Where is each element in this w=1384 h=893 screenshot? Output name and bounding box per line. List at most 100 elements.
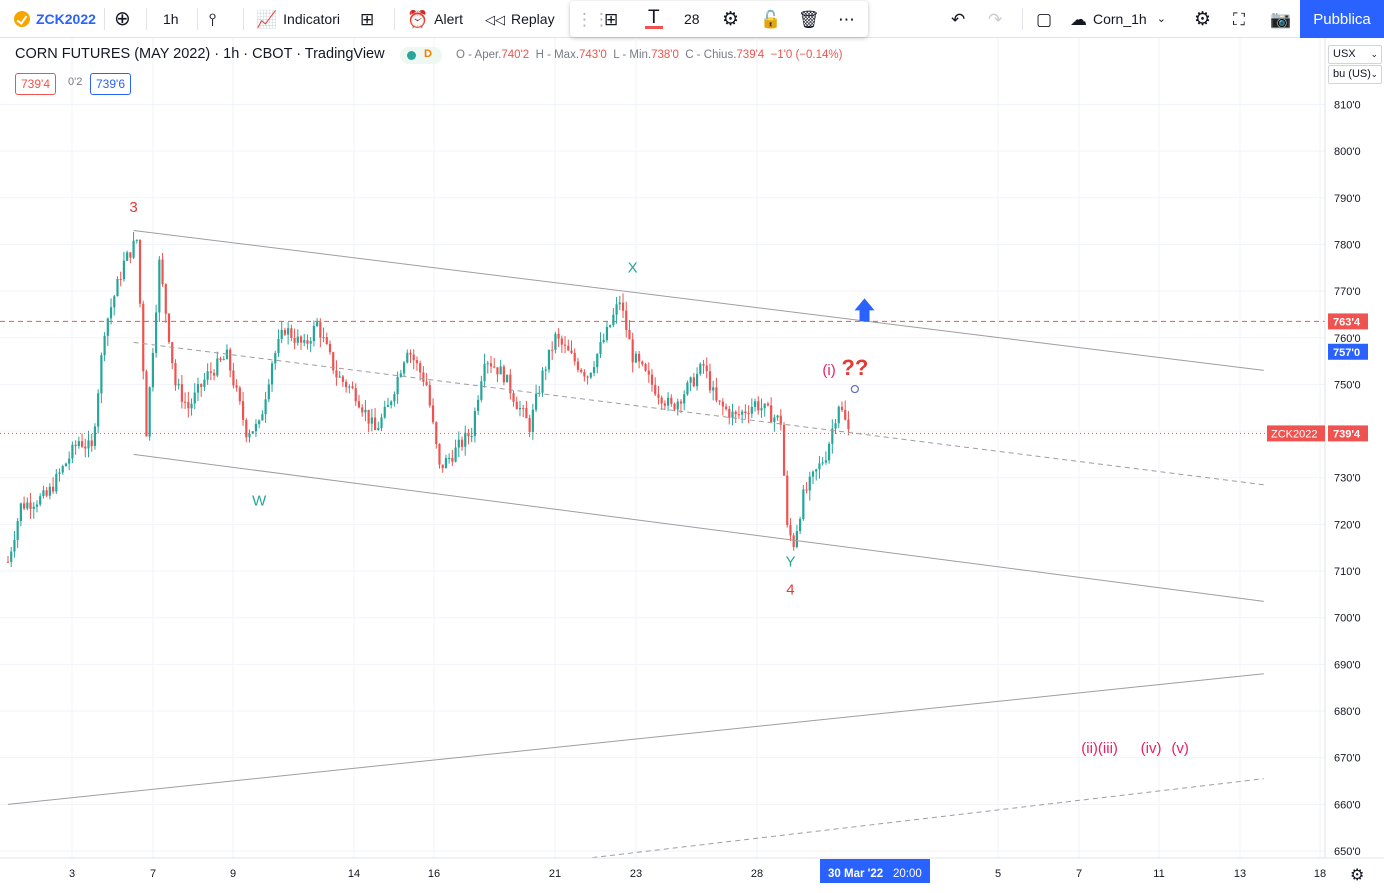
- price-axis-label-text: 763'4: [1333, 316, 1361, 328]
- chart-legend-title[interactable]: CORN FUTURES (MAY 2022) · 1h · CBOT · Tr…: [15, 46, 385, 62]
- layout-name: Corn_1h: [1093, 11, 1147, 27]
- save-layout-button[interactable]: ☁ Corn_1h ⌄: [1070, 0, 1172, 38]
- trendline-dashed[interactable]: [133, 341, 1264, 486]
- template-button[interactable]: ⊞: [604, 1, 624, 37]
- snapshot-button[interactable]: 📷: [1270, 0, 1297, 38]
- price-axis[interactable]: [1325, 38, 1384, 893]
- candle-body: [734, 411, 737, 415]
- templates-button[interactable]: ⊞: [360, 0, 380, 38]
- candle-body: [425, 381, 428, 386]
- alert-label: Alert: [434, 11, 463, 27]
- redo-button[interactable]: ↷: [988, 0, 1008, 38]
- price-axis-label-text: 739'4: [1333, 428, 1361, 440]
- publish-button[interactable]: Pubblica: [1300, 0, 1384, 38]
- more-button[interactable]: ⋯: [838, 1, 861, 37]
- open-label: O - Aper.: [456, 49, 502, 61]
- time-tick-label: 16: [428, 868, 440, 880]
- candle-body: [731, 411, 734, 418]
- candle-body: [190, 403, 193, 409]
- font-size-button[interactable]: 28: [684, 1, 700, 37]
- chart-settings-button[interactable]: ⚙: [1194, 0, 1217, 38]
- market-status-pill[interactable]: D: [400, 47, 442, 64]
- undo-button[interactable]: ↶: [951, 0, 971, 38]
- candle-body: [586, 376, 589, 378]
- symbol-search-button[interactable]: ZCK2022: [14, 0, 96, 38]
- price-tick-label: 750'0: [1334, 379, 1361, 391]
- time-axis[interactable]: [0, 858, 1325, 893]
- trendline[interactable]: [7, 673, 1264, 805]
- unit-select[interactable]: bu (US) ⌄: [1328, 65, 1382, 84]
- candle-body: [45, 490, 48, 496]
- candle-body: [200, 384, 203, 387]
- price-chart[interactable]: 3 W X Y 4 (i) ?? (ii)(iii) (iv) (v) 650'0 660'0 670'…: [0, 38, 1384, 893]
- axis-settings-gear-icon[interactable]: ⚙: [1350, 865, 1364, 884]
- trendline[interactable]: [133, 453, 1264, 602]
- alert-button[interactable]: ⏰ Alert: [407, 0, 463, 38]
- chevron-down-icon: ⌄: [1370, 49, 1378, 59]
- wave-label[interactable]: W: [252, 493, 267, 510]
- drawing-settings-button[interactable]: ⚙: [722, 1, 745, 37]
- candle-body: [93, 426, 97, 447]
- wave-label[interactable]: (ii)(iii): [1081, 740, 1118, 757]
- candle-body: [483, 363, 486, 382]
- candle-body: [712, 387, 715, 391]
- candle-body: [42, 490, 45, 497]
- lock-button[interactable]: 🔓: [760, 1, 787, 37]
- top-toolbar: ZCK2022 ⊕ 1h ⫯ 📈 Indicatori ⊞ ⏰ Alert ◁◁…: [0, 0, 1384, 38]
- sell-price-button[interactable]: 739'4: [15, 73, 56, 95]
- candle-body: [567, 345, 570, 351]
- candle-body: [370, 417, 373, 424]
- buy-price-button[interactable]: 739'6: [90, 73, 131, 95]
- currency-select[interactable]: USX ⌄: [1328, 45, 1382, 64]
- wave-label[interactable]: ??: [841, 355, 868, 380]
- text-color-button[interactable]: T: [645, 1, 669, 37]
- trendline[interactable]: [133, 229, 1264, 371]
- arrow-up-icon[interactable]: [854, 298, 875, 322]
- replay-button[interactable]: ◁◁ Replay: [485, 0, 555, 38]
- candle-body: [782, 424, 786, 476]
- low-label: L - Min.: [613, 49, 652, 61]
- grid-icon: ⊞: [360, 9, 375, 29]
- wave-label[interactable]: X: [628, 259, 638, 276]
- candle-body: [351, 386, 354, 389]
- delete-button[interactable]: 🗑: [798, 1, 826, 37]
- template-grid-icon: ⊞: [604, 9, 619, 29]
- wave-label[interactable]: (v): [1171, 740, 1189, 757]
- interval-button[interactable]: 1h: [163, 0, 179, 38]
- trendline-dashed[interactable]: [529, 778, 1264, 866]
- indicators-button[interactable]: 📈 Indicatori: [256, 0, 340, 38]
- unit-value: bu (US): [1333, 68, 1371, 80]
- candle-body: [522, 407, 525, 409]
- candle-body: [615, 304, 618, 315]
- price-tick-label: 650'0: [1334, 846, 1361, 858]
- candle-body: [747, 413, 750, 415]
- candle-body: [19, 503, 22, 522]
- candle-body: [557, 333, 560, 339]
- chart-type-button[interactable]: ⫯: [209, 0, 222, 38]
- point-marker[interactable]: [850, 384, 859, 394]
- delayed-data-badge: D: [424, 48, 432, 60]
- drag-dots-icon: ⋮⋮: [576, 9, 610, 29]
- indicators-icon: 📈: [256, 9, 278, 29]
- candle-body: [454, 447, 457, 462]
- wave-label[interactable]: (iv): [1141, 740, 1162, 757]
- candle-body: [203, 379, 206, 387]
- candle-body: [837, 406, 840, 424]
- candle-body: [799, 519, 802, 532]
- compare-button[interactable]: ⊕: [114, 0, 137, 38]
- layout-select-button[interactable]: ▢: [1036, 0, 1058, 38]
- candle-body: [657, 394, 660, 398]
- candle-body: [373, 417, 377, 431]
- wave-label[interactable]: 4: [786, 581, 794, 598]
- candle-body: [705, 365, 708, 372]
- wave-label[interactable]: Y: [785, 553, 795, 570]
- wave-label[interactable]: 3: [129, 199, 137, 216]
- candle-body: [776, 415, 779, 418]
- price-tick-label: 760'0: [1334, 333, 1361, 345]
- time-tick-label: 9: [230, 868, 236, 880]
- candle-body: [161, 259, 164, 285]
- wave-label[interactable]: (i): [822, 362, 835, 379]
- drag-handle[interactable]: ⋮⋮: [576, 1, 616, 37]
- time-tick-label: 3: [69, 868, 75, 880]
- fullscreen-button[interactable]: ⛶: [1233, 0, 1251, 38]
